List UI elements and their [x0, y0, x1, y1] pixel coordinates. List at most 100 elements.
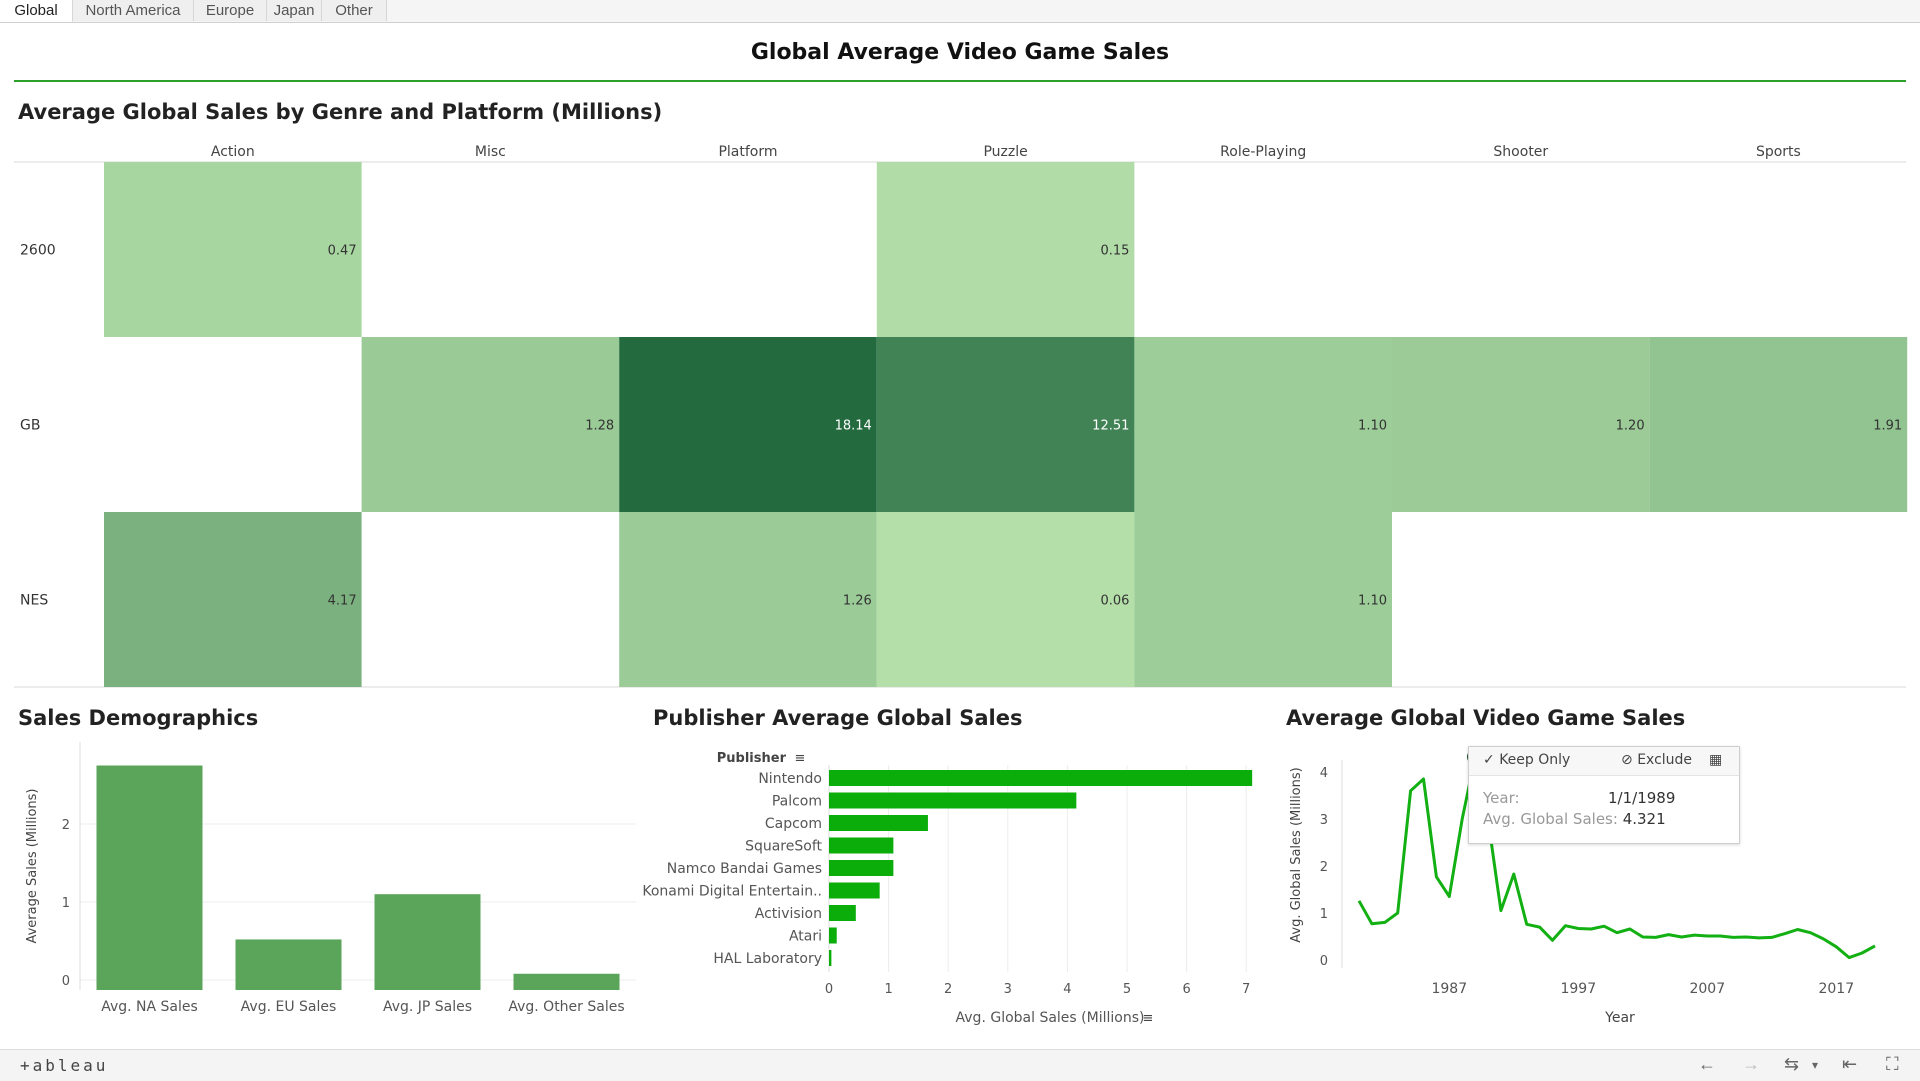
- publisher-x-label: Avg. Global Sales (Millions): [956, 1010, 1145, 1026]
- heatmap-cell-label: 1.10: [1358, 419, 1387, 434]
- heatmap-row-label: GB: [20, 418, 40, 434]
- keep-only-button[interactable]: ✓ Keep Only: [1483, 752, 1570, 768]
- publisher-x-tick: 0: [825, 982, 833, 997]
- heatmap-cell: [361, 337, 620, 512]
- trend-y-tick: 3: [1320, 813, 1328, 828]
- demographics-x-label: Avg. EU Sales: [241, 999, 337, 1015]
- heatmap-cell: [876, 162, 1135, 337]
- demographics-y-tick: 2: [62, 818, 70, 833]
- keep-only-label: Keep Only: [1499, 752, 1571, 768]
- fullscreen-icon[interactable]: ⛶: [1886, 1054, 1899, 1074]
- publisher-bar: [829, 815, 928, 831]
- publisher-x-tick: 3: [1004, 982, 1012, 997]
- reset-icon[interactable]: ⇤: [1842, 1054, 1858, 1074]
- demographics-bar: [513, 973, 620, 990]
- dashboard-charts: Action Misc Platform Puzzle Role-Playing Shoo…: [14, 144, 1908, 1026]
- trend-y-tick: 0: [1320, 954, 1328, 969]
- demographics-bar: [374, 894, 481, 990]
- footer-toolbar: +ableau ← → ⇆ ▾ ⇤ ⛶: [0, 1049, 1920, 1081]
- heatmap-cell-label: 18.14: [835, 419, 872, 434]
- exclude-icon: ⊘: [1621, 752, 1633, 768]
- demographics-x-label: Avg. NA Sales: [101, 999, 198, 1015]
- publisher-label: Nintendo: [758, 771, 822, 787]
- trend-y-tick: 2: [1320, 860, 1328, 875]
- tab-japan[interactable]: Japan: [267, 0, 322, 21]
- heatmap-cell: [876, 512, 1135, 687]
- trend-y-tick: 4: [1320, 766, 1328, 781]
- publisher-label: Atari: [789, 929, 822, 945]
- publisher-bar: [829, 792, 1077, 809]
- demographics-x-label: Avg. JP Sales: [383, 999, 472, 1015]
- tab-bar: Global North America Europe Japan Other: [0, 0, 1920, 23]
- tooltip-sales-value: 4.321: [1622, 810, 1666, 828]
- sort-icon: ≡: [795, 751, 806, 766]
- tab-north-america[interactable]: North America: [73, 0, 194, 21]
- tab-other[interactable]: Other: [322, 0, 387, 21]
- heatmap-cell: [1392, 337, 1650, 512]
- heatmap-title: Average Global Sales by Genre and Platfo…: [18, 100, 663, 124]
- publisher-x-tick: 4: [1063, 982, 1071, 997]
- publisher-bar: [829, 905, 856, 921]
- trend-title: Average Global Video Game Sales: [1286, 706, 1686, 730]
- heatmap-column-label: Puzzle: [983, 144, 1027, 160]
- heatmap-column-label: Shooter: [1493, 144, 1548, 160]
- heatmap-column-label: Role-Playing: [1220, 144, 1306, 160]
- tooltip-year-value: 1/1/1989: [1608, 789, 1676, 807]
- publisher-x-tick: 1: [884, 982, 892, 997]
- heatmap-cell-label: 4.17: [328, 594, 357, 609]
- undo-icon[interactable]: ←: [1698, 1054, 1716, 1074]
- demographics-y-label: Average Sales (Millions): [25, 788, 40, 943]
- heatmap-cell: [104, 162, 362, 337]
- heatmap-column-label: Misc: [475, 144, 506, 160]
- heatmap-column-label: Sports: [1756, 144, 1801, 160]
- heatmap-row-label: NES: [20, 593, 48, 609]
- demographics-x-label: Avg. Other Sales: [508, 999, 624, 1015]
- heatmap-cell: [104, 512, 362, 687]
- publisher-bar: [829, 860, 894, 876]
- page-title: Global Average Video Game Sales: [750, 40, 1170, 65]
- publisher-bar: [829, 950, 832, 966]
- trend-x-tick: 2007: [1689, 981, 1725, 997]
- tooltip-actions: ✓ Keep Only ⊘ Exclude ▦: [1469, 747, 1739, 776]
- heatmap-cell-label: 1.20: [1616, 419, 1645, 434]
- publisher-bar: [829, 837, 894, 854]
- demographics-y-tick: 0: [62, 974, 70, 989]
- trend-y-label: Avg. Global Sales (Millions): [1289, 767, 1304, 942]
- demographics-bar: [235, 939, 342, 990]
- heatmap-column-label: Platform: [718, 144, 777, 160]
- heatmap-column-label: Action: [211, 144, 255, 160]
- heatmap-cell-label: 1.10: [1358, 594, 1387, 609]
- revert-icon[interactable]: ⇆: [1784, 1054, 1800, 1074]
- demographics-bar: [96, 765, 203, 990]
- publisher-label: HAL Laboratory: [713, 951, 822, 967]
- tableau-logo: +ableau: [20, 1056, 109, 1075]
- demographics-title: Sales Demographics: [18, 706, 259, 730]
- exclude-button[interactable]: ⊘ Exclude: [1621, 752, 1692, 768]
- publisher-label: Palcom: [772, 794, 822, 810]
- publisher-label: SquareSoft: [745, 839, 822, 855]
- publisher-bar: [829, 882, 880, 899]
- trend-x-tick: 1987: [1431, 981, 1467, 997]
- publisher-label: Konami Digital Entertain..: [642, 884, 822, 900]
- publisher-header-label: Publisher: [717, 751, 787, 766]
- trend-x-tick: 1997: [1560, 981, 1596, 997]
- check-icon: ✓: [1483, 752, 1495, 768]
- point-tooltip: ✓ Keep Only ⊘ Exclude ▦ Year: 1/1/1989 A…: [1468, 746, 1740, 844]
- trend-x-label: Year: [1604, 1010, 1635, 1026]
- tooltip-sales-row: Avg. Global Sales: 4.321: [1483, 810, 1666, 828]
- redo-icon[interactable]: →: [1742, 1054, 1760, 1074]
- revert-dropdown-icon[interactable]: ▾: [1812, 1058, 1819, 1072]
- sort-icon: ≡: [1143, 1011, 1154, 1026]
- heatmap-cell: [1134, 337, 1392, 512]
- publisher-x-tick: 7: [1242, 982, 1250, 997]
- heatmap-cell-label: 0.47: [328, 244, 357, 259]
- publisher-bar: [829, 927, 837, 944]
- heatmap-cell-label: 0.15: [1100, 244, 1129, 259]
- heatmap-cell-label: 12.51: [1092, 419, 1129, 434]
- tab-global[interactable]: Global: [0, 0, 73, 22]
- tab-europe[interactable]: Europe: [194, 0, 267, 21]
- publisher-bar: [829, 770, 1253, 786]
- heatmap-cell-label: 0.06: [1100, 594, 1129, 609]
- view-data-icon[interactable]: ▦: [1709, 752, 1723, 768]
- tooltip-year-label: Year:: [1483, 789, 1520, 807]
